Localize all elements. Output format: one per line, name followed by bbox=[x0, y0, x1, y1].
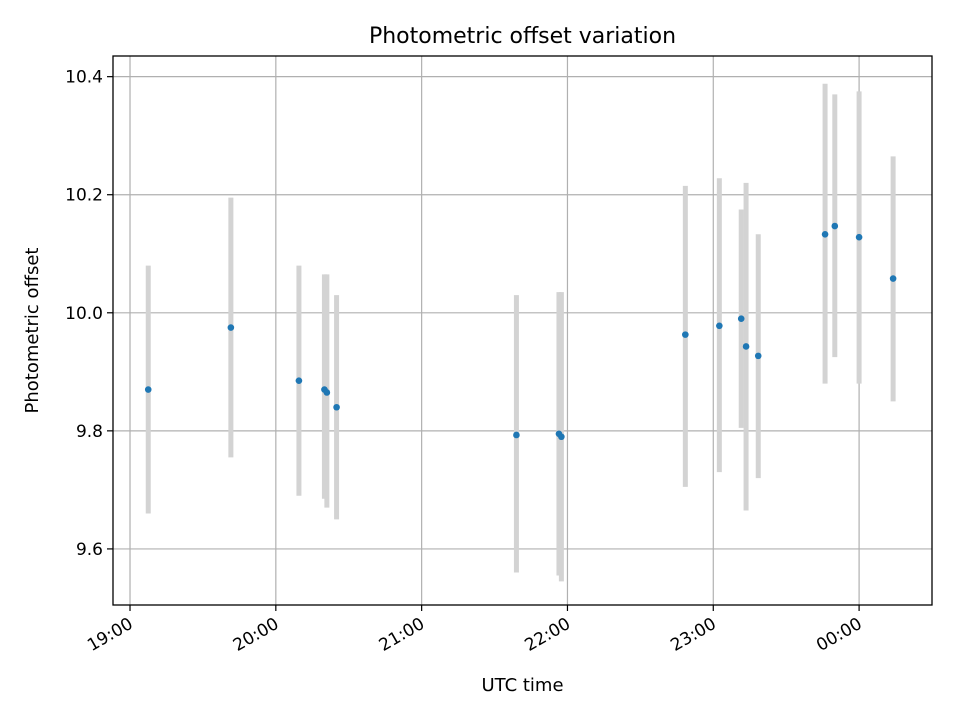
chart-title: Photometric offset variation bbox=[369, 24, 676, 49]
x-tick-label: 22:00 bbox=[522, 614, 574, 656]
data-point bbox=[742, 343, 750, 350]
data-point bbox=[821, 230, 829, 238]
x-tick-label: 21:00 bbox=[376, 614, 428, 656]
data-point bbox=[558, 433, 565, 441]
y-tick-label: 9.8 bbox=[76, 422, 103, 442]
plot-frame bbox=[112, 55, 933, 606]
data-point bbox=[295, 377, 303, 384]
data-point bbox=[513, 431, 520, 439]
data-point bbox=[144, 386, 152, 393]
x-tick-label: 20:00 bbox=[230, 614, 282, 656]
data-point bbox=[323, 389, 331, 396]
data-point bbox=[682, 331, 689, 338]
x-tick-label: 00:00 bbox=[813, 614, 865, 656]
y-tick-label: 10.4 bbox=[65, 68, 103, 88]
y-tick-label: 9.6 bbox=[76, 540, 103, 560]
data-point bbox=[716, 322, 723, 330]
data-point bbox=[737, 315, 745, 322]
data-point bbox=[754, 352, 762, 360]
data-point bbox=[855, 233, 863, 241]
grid bbox=[113, 56, 932, 605]
x-tick-label: 19:00 bbox=[84, 614, 136, 656]
x-axis-label: UTC time bbox=[481, 675, 563, 696]
data-point bbox=[333, 403, 340, 411]
error-bars bbox=[145, 83, 896, 582]
data-point bbox=[227, 324, 235, 331]
y-tick-label: 10.0 bbox=[65, 304, 103, 324]
y-tick-label: 10.2 bbox=[65, 186, 103, 206]
data-point bbox=[831, 222, 839, 230]
y-axis-label: Photometric offset bbox=[22, 248, 43, 414]
data-points bbox=[144, 222, 897, 441]
data-point bbox=[889, 275, 897, 282]
x-tick-label: 23:00 bbox=[667, 614, 719, 656]
